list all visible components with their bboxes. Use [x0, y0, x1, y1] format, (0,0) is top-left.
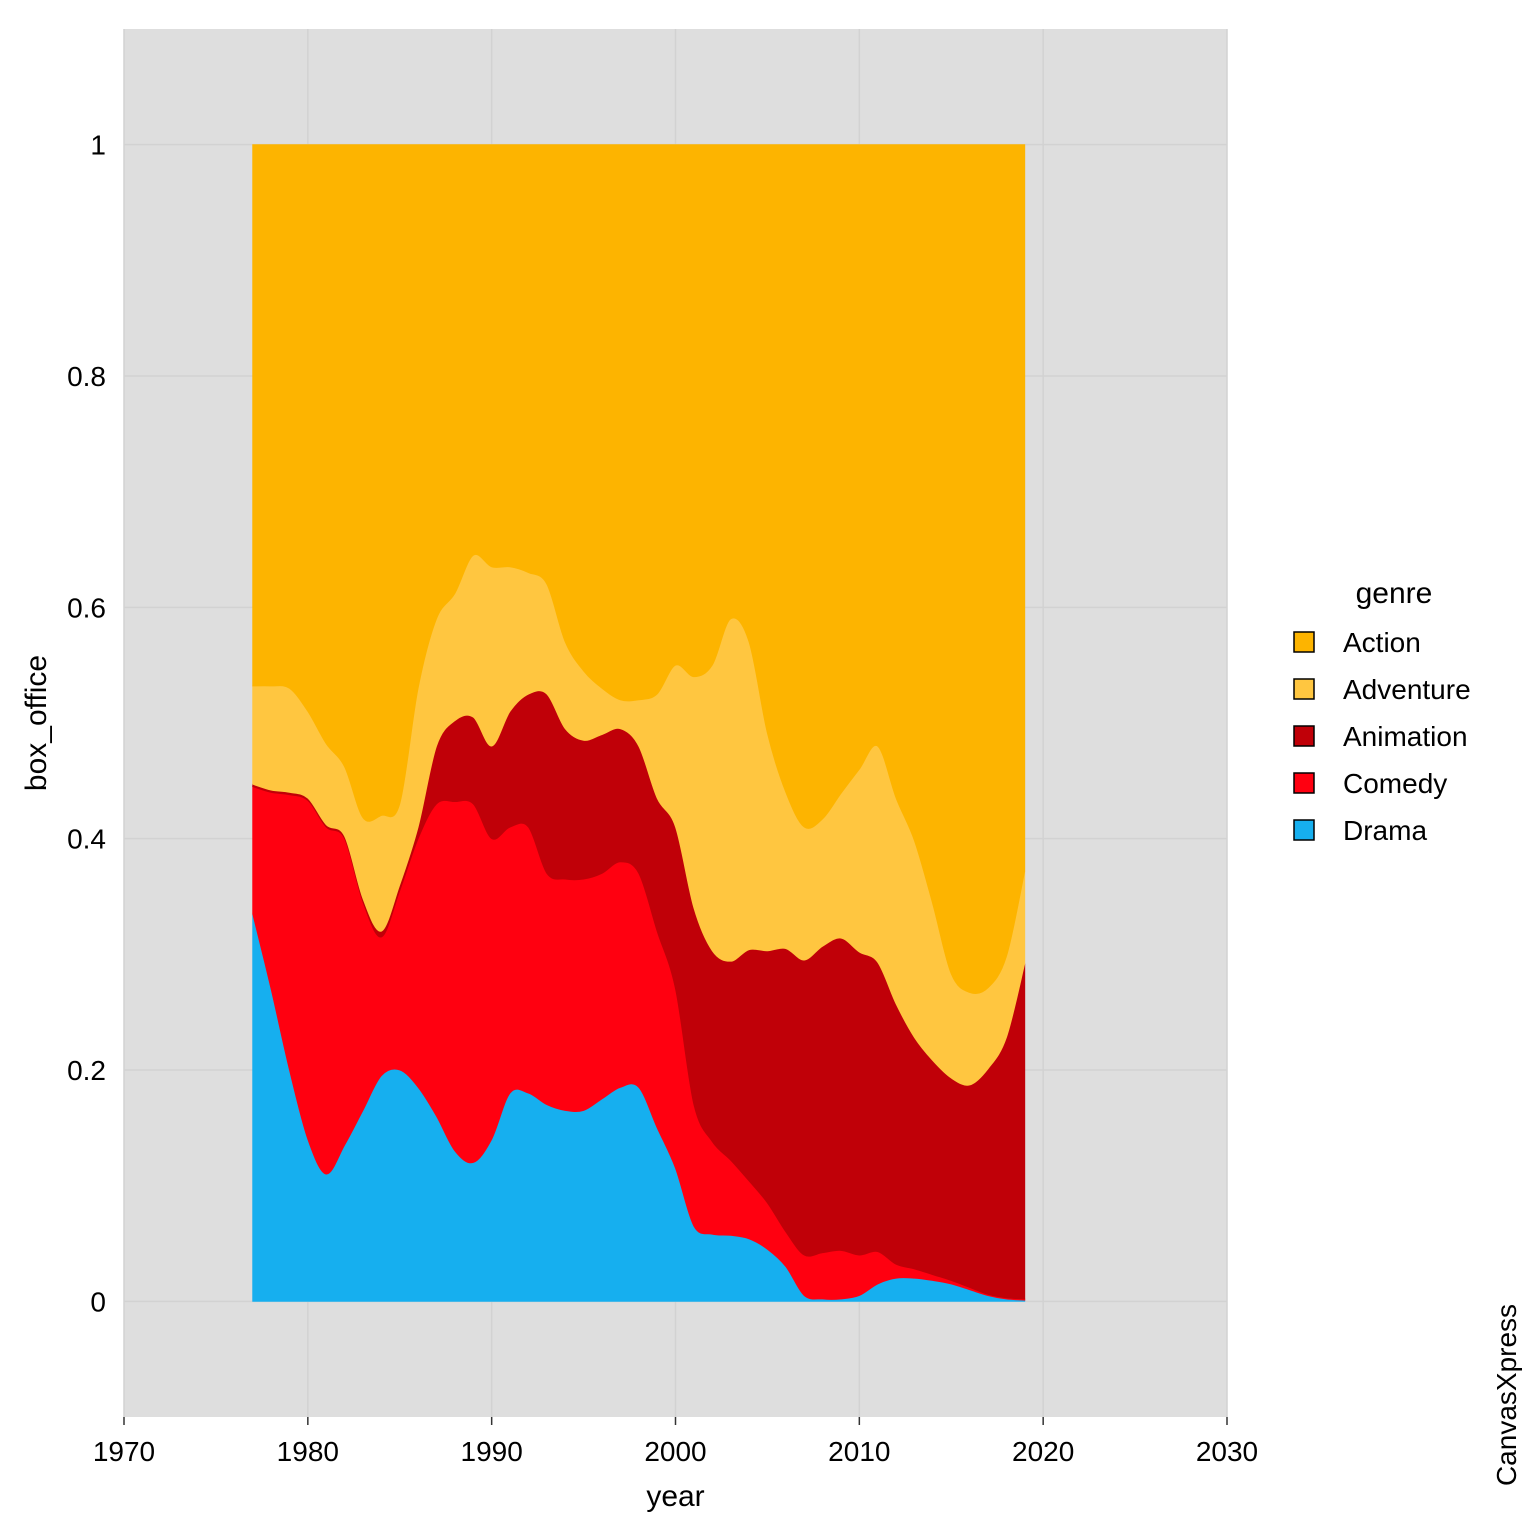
y-tick-label: 0.4: [67, 824, 106, 855]
y-tick-label: 1: [90, 130, 106, 161]
y-tick-label: 0: [90, 1286, 106, 1317]
legend-swatch-adventure: [1293, 678, 1315, 700]
stacked-areas: [252, 144, 1026, 1302]
x-tick-label: 2020: [1012, 1436, 1074, 1467]
y-axis: 0 0.2 0.4 0.6 0.8 1: [67, 130, 106, 1318]
legend-swatch-comedy: [1293, 772, 1315, 794]
x-axis-title: year: [646, 1480, 704, 1513]
watermark: CanvasXpress: [1491, 1304, 1522, 1486]
legend-label-adventure: Adventure: [1343, 674, 1471, 705]
legend-label-action: Action: [1343, 627, 1421, 658]
x-tick-label: 1980: [277, 1436, 339, 1467]
legend-label-animation: Animation: [1343, 721, 1468, 752]
legend-label-drama: Drama: [1343, 815, 1427, 846]
x-axis: 1970 1980 1990 2000 2010 2020 2030: [93, 1417, 1258, 1467]
x-tick-label: 2010: [828, 1436, 890, 1467]
y-axis-title: box_office: [20, 655, 53, 791]
legend-swatch-animation: [1293, 725, 1315, 747]
x-tick-label: 1970: [93, 1436, 155, 1467]
y-tick-label: 0.8: [67, 361, 106, 392]
x-tick-label: 2030: [1196, 1436, 1258, 1467]
x-tick-label: 1990: [461, 1436, 523, 1467]
x-tick-label: 2000: [644, 1436, 706, 1467]
y-tick-label: 0.2: [67, 1055, 106, 1086]
legend-swatch-drama: [1293, 819, 1315, 841]
legend: genre Action Adventure Animation Comedy Dram…: [1293, 577, 1471, 846]
legend-title: genre: [1356, 577, 1433, 610]
y-tick-label: 0.6: [67, 592, 106, 623]
legend-label-comedy: Comedy: [1343, 768, 1447, 799]
legend-swatch-action: [1293, 631, 1315, 653]
area-action: [252, 144, 1026, 995]
